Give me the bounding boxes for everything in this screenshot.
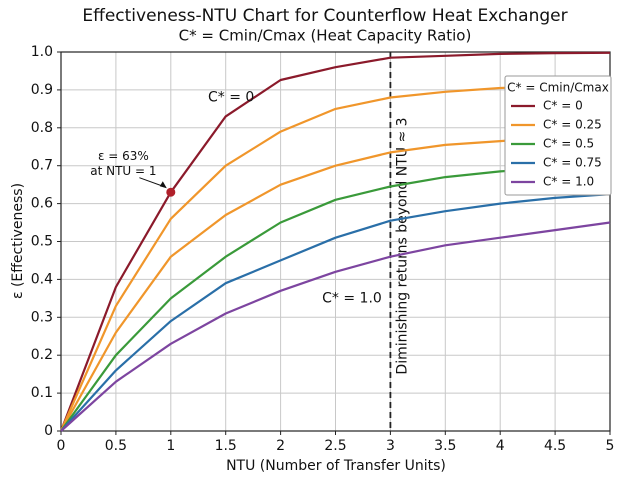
arrow-head [159,181,167,189]
y-tick-label: 0.7 [31,158,53,174]
legend-label: C* = 1.0 [543,175,594,189]
y-tick-label: 0.5 [31,234,53,250]
y-tick-label: 0.8 [31,120,53,136]
chart-subtitle: C* = Cmin/Cmax (Heat Capacity Ratio) [179,27,472,45]
highlight-point [166,187,176,197]
chart-title: Effectiveness-NTU Chart for Counterflow … [82,6,567,26]
x-tick-label: 2 [276,438,285,454]
x-tick-label: 0 [57,438,66,454]
legend-label: C* = 0.25 [543,118,602,132]
x-tick-label: 3.5 [434,438,456,454]
x-tick-label: 1 [166,438,175,454]
y-tick-label: 0.9 [31,82,53,98]
series-line [60,193,611,432]
annotation: C* = 1.0 [322,290,382,306]
y-tick-label: 0.1 [31,385,53,401]
y-axis-label: ε (Effectiveness) [10,183,26,299]
series-line [60,221,611,432]
y-tick-label: 1.0 [31,44,53,60]
annotation: ε = 63% [98,149,149,163]
x-tick-label: 0.5 [105,438,127,454]
legend-label: C* = 0.5 [543,137,594,151]
legend-label: C* = 0.75 [543,156,602,170]
x-tick-label: 5 [606,438,615,454]
reference-label: Diminishing returns beyond NTU ≈ 3 [394,117,410,374]
legend-label: C* = 0 [543,99,583,113]
y-tick-label: 0.6 [31,196,53,212]
x-axis-label: NTU (Number of Transfer Units) [226,458,446,474]
y-tick-label: 0.4 [31,271,53,287]
annotation: C* = 0 [208,89,254,105]
x-tick-label: 4.5 [544,438,566,454]
y-tick-label: 0.3 [31,309,53,325]
series-line [59,51,611,432]
y-tick-label: 0 [44,423,53,439]
legend-title: C* = Cmin/Cmax [507,81,609,95]
x-tick-label: 1.5 [215,438,237,454]
x-tick-label: 4 [496,438,505,454]
x-tick-label: 2.5 [324,438,346,454]
annotation: at NTU = 1 [90,164,156,178]
x-tick-label: 3 [386,438,395,454]
plot-frame [60,51,611,432]
y-tick-label: 0.2 [31,347,53,363]
